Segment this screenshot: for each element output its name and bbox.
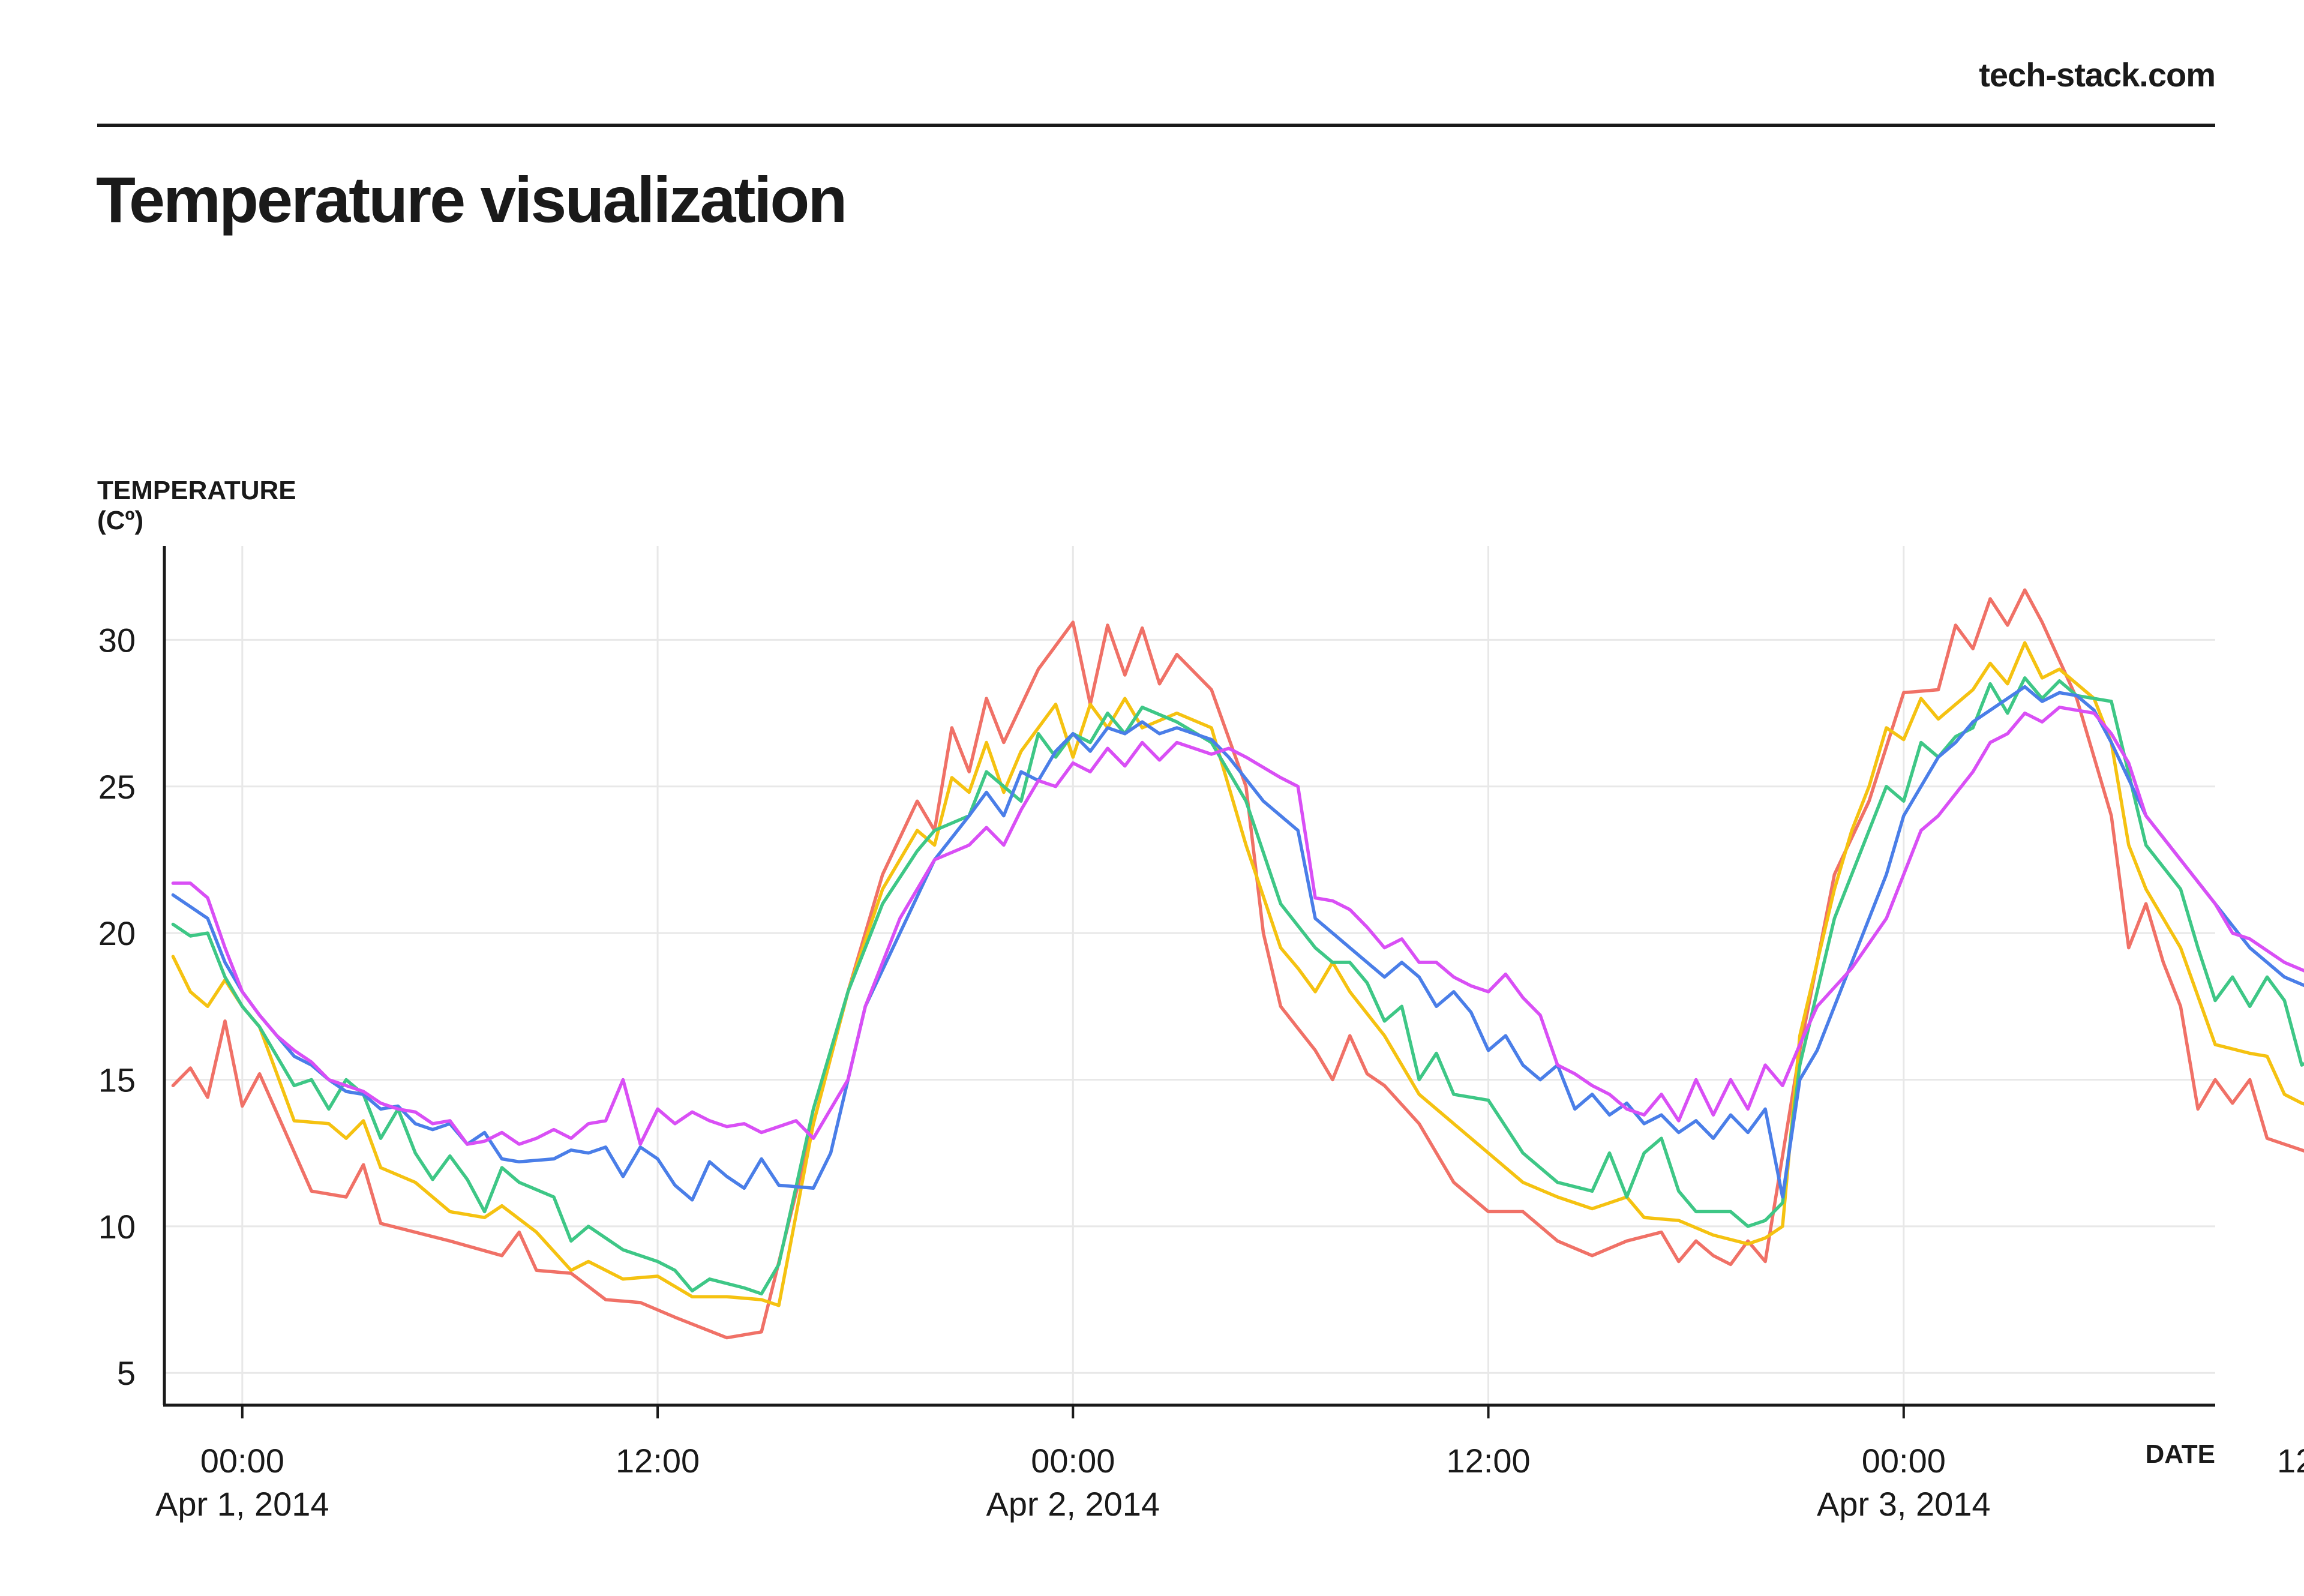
y-tick-label: 15 — [98, 1061, 136, 1099]
y-tick-label: 20 — [98, 914, 136, 952]
axis-labels: TEMPERATURE (Cº) DATE 5 10 15 20 25 30 00:00 Ap… — [97, 476, 2304, 1523]
x-tick-label: 00:00 Apr 1, 2014 — [155, 1442, 329, 1523]
x-tick-label-line: 00:00 — [1862, 1442, 1946, 1480]
axes — [163, 546, 2215, 1407]
y-tick-label: 5 — [117, 1354, 136, 1392]
x-tick-label-line: Apr 3, 2014 — [1817, 1485, 1991, 1523]
x-tick-label-line: 12:00 — [2277, 1442, 2304, 1480]
x-tick-label-line: Apr 2, 2014 — [986, 1485, 1160, 1523]
x-tick-label-line: 12:00 — [1446, 1442, 1530, 1480]
y-tick-label: 25 — [98, 768, 136, 806]
x-tick-label: 12:00 — [1446, 1442, 1530, 1480]
series-lines — [171, 588, 2304, 1340]
y-tick-label: 10 — [98, 1208, 136, 1246]
x-tick-label: 12:00 — [2277, 1442, 2304, 1480]
x-tick-label: 12:00 — [616, 1442, 700, 1480]
x-tick-label-line: 00:00 — [1031, 1442, 1115, 1480]
header-divider — [97, 124, 2215, 127]
y-tick-label: 30 — [98, 621, 136, 659]
y-axis-title-line-1: TEMPERATURE — [97, 476, 296, 505]
brand-name: tech-stack.com — [1979, 56, 2216, 94]
x-tick-label: 00:00 Apr 3, 2014 — [1817, 1442, 1991, 1523]
x-tick-label-line: 00:00 — [200, 1442, 284, 1480]
series-line-5 — [171, 706, 2304, 1146]
page-title: Temperature visualization — [96, 163, 847, 236]
series-line-1 — [171, 588, 2304, 1340]
y-axis-title-line-2: (Cº) — [97, 506, 143, 535]
series-line-3 — [171, 676, 2304, 1296]
x-axis-title: DATE — [2145, 1439, 2215, 1469]
x-tick-label-line: 12:00 — [616, 1442, 700, 1480]
y-axis-title: TEMPERATURE (Cº) — [97, 476, 304, 535]
x-tick-label-line: Apr 1, 2014 — [155, 1485, 329, 1523]
series-line-4 — [171, 685, 2304, 1202]
x-tick-label: 00:00 Apr 2, 2014 — [986, 1442, 1160, 1523]
series-line-2 — [171, 641, 2304, 1307]
